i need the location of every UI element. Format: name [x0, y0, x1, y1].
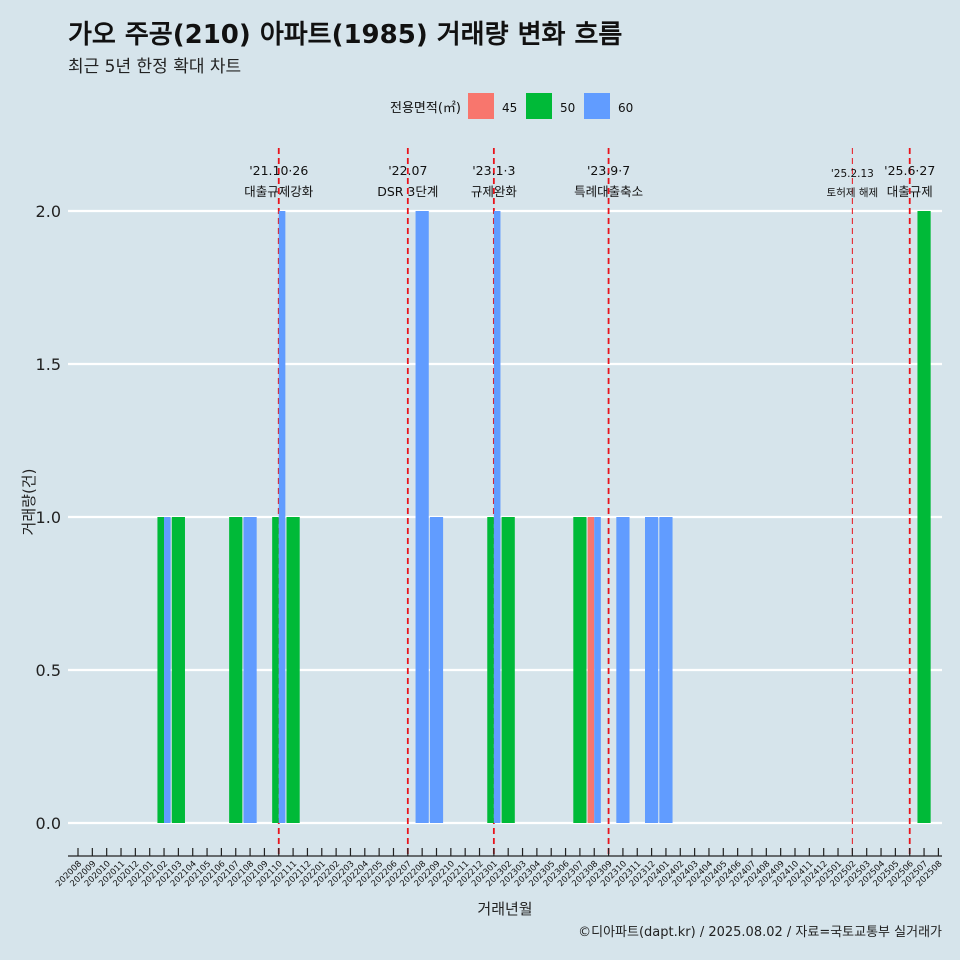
bar-202307-50	[573, 517, 587, 823]
legend-label-50: 50	[560, 101, 575, 115]
event-name-label: 특례대출축소	[574, 184, 643, 199]
event-date-label: '22.07	[388, 163, 427, 178]
legend-swatch-50	[526, 93, 552, 119]
bar-202108-60	[243, 517, 257, 823]
event-name-label: DSR 3단계	[377, 184, 438, 199]
bar-202110-60	[278, 211, 286, 823]
event-name-label: 규제완화	[471, 184, 518, 199]
y-axis-title: 거래량(건)	[20, 469, 38, 536]
event-name-label: 토허제 해제	[827, 186, 879, 199]
bar-202301-50	[487, 517, 494, 823]
event-name-label: 대출규제	[887, 184, 933, 199]
y-tick-label: 1.0	[36, 508, 61, 527]
bar-202308-45	[587, 517, 595, 823]
bar-202310-60	[616, 517, 630, 823]
bar-202308-60	[594, 517, 601, 823]
event-date-label: '21.10·26	[249, 163, 308, 178]
event-date-label: '23.1·3	[472, 163, 515, 178]
event-date-label: '25.2.13	[831, 168, 874, 180]
x-axis-title: 거래년월	[477, 900, 532, 918]
legend-swatch-45	[468, 93, 494, 119]
chart-title: 가오 주공(210) 아파트(1985) 거래량 변화 흐름	[68, 20, 623, 50]
bar-202312-60	[645, 517, 659, 823]
legend-swatch-60	[584, 93, 610, 119]
source-caption: ©디아파트(dapt.kr) / 2025.08.02 / 자료=국토교통부 실…	[578, 925, 942, 940]
bar-202401-60	[659, 517, 673, 823]
legend-label-45: 45	[502, 101, 517, 115]
event-date-label: '25.6·27	[884, 163, 935, 178]
event-name-label: 대출규제강화	[244, 184, 314, 199]
bar-202507-50	[917, 211, 931, 823]
y-tick-label: 0.5	[36, 661, 61, 680]
bar-202103-50	[171, 517, 185, 823]
bar-202301-60	[493, 211, 501, 823]
legend-title: 전용면적(㎡)	[390, 101, 461, 116]
legend-label-60: 60	[618, 101, 633, 115]
bar-202111-50	[286, 517, 300, 823]
bar-202102-50	[157, 517, 165, 823]
bar-202209-60	[429, 517, 444, 823]
y-tick-label: 0.0	[36, 814, 61, 833]
chart-subtitle: 최근 5년 한정 확대 차트	[68, 57, 242, 77]
y-tick-label: 2.0	[36, 202, 61, 221]
bar-202107-50	[229, 517, 243, 823]
bar-202302-50	[501, 517, 515, 823]
y-tick-label: 1.5	[36, 355, 61, 374]
bar-202208-60	[415, 211, 429, 823]
event-date-label: '23.9·7	[587, 163, 630, 178]
bar-202110-50	[272, 517, 279, 823]
bar-202102-60	[164, 517, 171, 823]
